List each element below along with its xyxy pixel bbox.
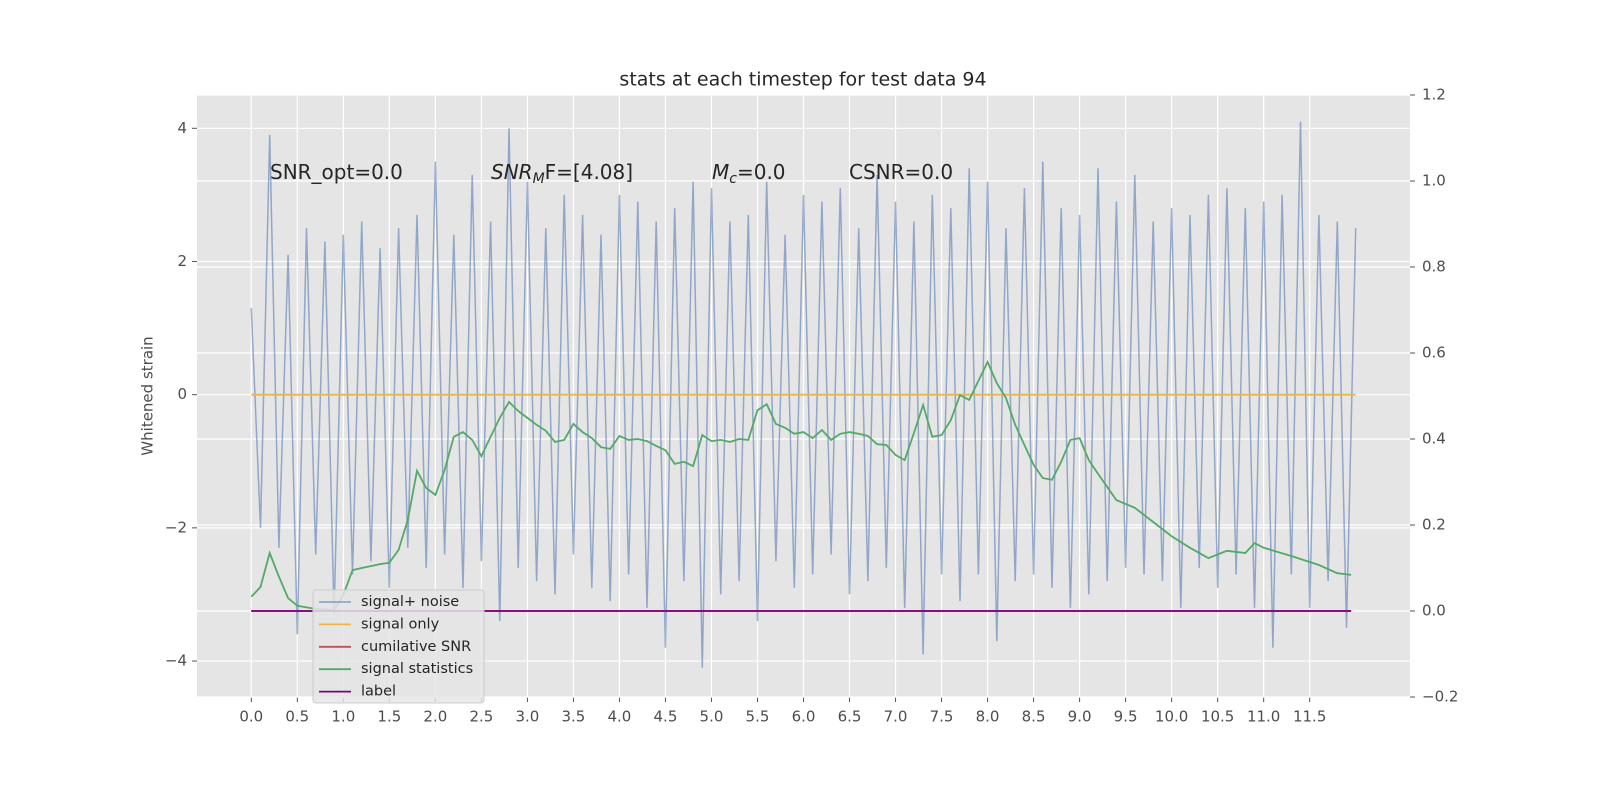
y-tick-label: 4 [177,119,187,137]
y-tick-label: −4 [165,652,187,670]
x-tick-label: 2.5 [469,708,493,726]
chart-title: stats at each timestep for test data 94 [619,69,986,91]
x-tick-label: 5.5 [746,708,770,726]
annotation: Mc=0.0 [712,160,786,188]
y2-tick-label: 0.2 [1422,516,1446,534]
x-tick-label: 3.0 [515,708,539,726]
y-tick-label: 2 [177,252,187,270]
x-tick-label: 0.5 [285,708,309,726]
annotation: CSNR=0.0 [849,160,953,184]
x-tick-label: 8.0 [976,708,1000,726]
y2-tick-label: −0.2 [1422,688,1458,706]
x-tick-label: 0.0 [239,708,263,726]
legend-label: signal+ noise [361,594,459,610]
x-tick-label: 11.0 [1247,708,1280,726]
series-line [250,359,1352,612]
legend-label: cumilative SNR [361,639,471,655]
y2-tick-label: 0.4 [1422,430,1446,448]
x-tick-label: 9.5 [1114,708,1138,726]
annotation-part: SNR_opt=0.0 [270,160,403,184]
y2-tick-label: 1.0 [1422,172,1446,190]
y-axis-label: Whitened strain [139,336,157,455]
y2-tick-label: 0.8 [1422,258,1446,276]
y2-tick-label: 0.0 [1422,602,1446,620]
annotation: SNR_opt=0.0 [270,160,403,184]
x-tick-label: 8.5 [1022,708,1046,726]
legend-label: signal statistics [361,661,473,677]
annotation-part: F=[4.08] [545,160,633,184]
annotation-part: CSNR=0.0 [849,160,953,184]
x-tick-label: 10.5 [1201,708,1234,726]
y2-tick-label: 1.2 [1422,86,1446,104]
x-tick-label: 4.0 [608,708,632,726]
y2-tick-label: 0.6 [1422,344,1446,362]
annotation: SNRMF=[4.08] [491,160,633,188]
y-tick-label: −2 [165,518,187,536]
x-tick-label: 11.5 [1293,708,1326,726]
legend-box [312,589,485,704]
annotation-part: M [533,171,545,187]
annotation-part: M [712,160,729,184]
x-tick-label: 1.0 [331,708,355,726]
x-tick-label: 6.0 [792,708,816,726]
x-tick-label: 9.0 [1068,708,1092,726]
x-tick-label: 4.5 [654,708,678,726]
x-tick-label: 7.5 [930,708,954,726]
annotation-part: c [729,171,737,187]
x-tick-label: 10.0 [1155,708,1188,726]
x-tick-label: 3.5 [561,708,585,726]
x-tick-label: 6.5 [838,708,862,726]
x-tick-label: 2.0 [423,708,447,726]
x-tick-label: 7.0 [884,708,908,726]
legend-label: label [361,684,396,700]
x-tick-label: 1.5 [377,708,401,726]
x-tick-label: 5.0 [700,708,724,726]
y-tick-label: 0 [177,385,187,403]
annotation-part: SNR [491,160,533,184]
series-line [250,121,1357,668]
legend-label: signal only [361,616,440,632]
annotation-part: =0.0 [737,160,786,184]
